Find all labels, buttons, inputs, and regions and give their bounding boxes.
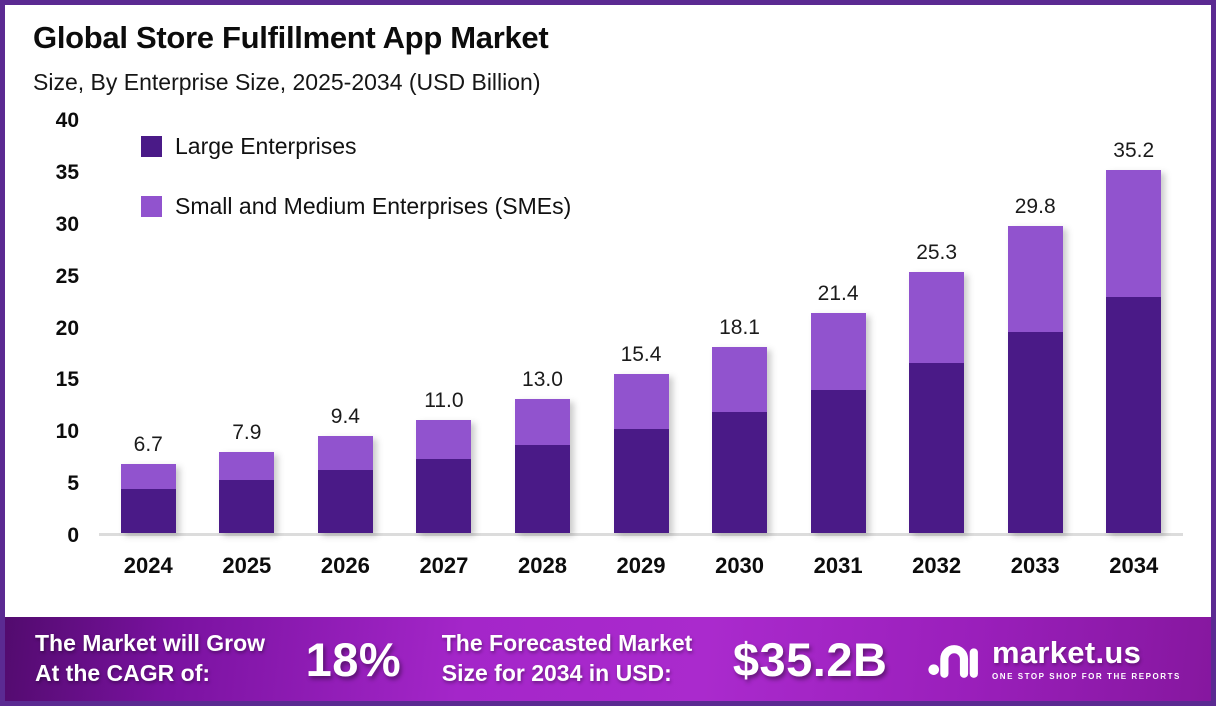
bar-segment-large-enterprises bbox=[1106, 297, 1162, 533]
bar-total-label: 35.2 bbox=[1113, 139, 1155, 163]
marketus-logo: market.us ONE STOP SHOP FOR THE REPORTS bbox=[928, 634, 1181, 684]
marketus-logo-name: market.us bbox=[991, 635, 1142, 670]
cagr-value: 18% bbox=[305, 632, 402, 686]
stacked-bar-2030 bbox=[712, 346, 768, 533]
stacked-bar-2028 bbox=[514, 399, 570, 533]
forecast-label: The Forecasted Market Size for 2034 in U… bbox=[442, 629, 693, 689]
bar-segment-large-enterprises bbox=[219, 480, 275, 533]
bar-columns: 6.7 7.9 9.4 11.0 13.0 15.4 18.1 21.4 25.3 29.8 35.… bbox=[99, 121, 1183, 533]
bar-segment-small-and-medium-enterprises-smes bbox=[416, 419, 472, 459]
bar-segment-large-enterprises bbox=[810, 389, 866, 533]
forecast-value: $35.2B bbox=[732, 632, 888, 686]
x-tick-label-2027: 2027 bbox=[419, 553, 469, 578]
stacked-bar-2027 bbox=[416, 419, 472, 533]
stacked-bar-2024 bbox=[120, 464, 176, 533]
bar-segment-small-and-medium-enterprises-smes bbox=[1106, 170, 1162, 298]
bar-column-2024: 6.7 bbox=[99, 121, 198, 533]
bar-segment-large-enterprises bbox=[416, 458, 472, 533]
stacked-bar-2031 bbox=[810, 312, 866, 533]
plot-area: 6.7 7.9 9.4 11.0 13.0 15.4 18.1 21.4 25.3 29.8 35.… bbox=[99, 121, 1183, 536]
cagr-label-line1: The Market will Grow bbox=[35, 630, 266, 657]
bar-column-2030: 18.1 bbox=[690, 121, 789, 533]
bar-column-2033: 29.8 bbox=[986, 121, 1085, 533]
x-axis: 2024 2025 2026 2027 2028 2029 2030 2031 2032 2033… bbox=[99, 553, 1183, 579]
stacked-bar-2032 bbox=[909, 272, 965, 533]
x-tick-label-2029: 2029 bbox=[616, 553, 666, 578]
bar-segment-large-enterprises bbox=[1007, 332, 1063, 533]
forecast-label-line1: The Forecasted Market bbox=[441, 630, 693, 657]
bar-column-2029: 15.4 bbox=[592, 121, 691, 533]
cagr-label: The Market will Grow At the CAGR of: bbox=[35, 629, 265, 689]
bar-total-label: 25.3 bbox=[916, 241, 958, 265]
x-tick-label-2030: 2030 bbox=[715, 553, 765, 578]
forecast-label-line2: Size for 2034 in USD: bbox=[441, 660, 672, 686]
chart-panel: Global Store Fulfillment App Market Size… bbox=[5, 5, 1211, 617]
page-title: Global Store Fulfillment App Market bbox=[33, 20, 549, 55]
bar-segment-small-and-medium-enterprises-smes bbox=[909, 272, 965, 364]
x-tick-label-2026: 2026 bbox=[320, 553, 370, 578]
bar-segment-small-and-medium-enterprises-smes bbox=[712, 346, 768, 413]
stacked-bar-2025 bbox=[219, 451, 275, 533]
cagr-label-line2: At the CAGR of: bbox=[35, 660, 211, 686]
marketus-logo-icon bbox=[928, 645, 978, 678]
bar-total-label: 9.4 bbox=[330, 405, 360, 429]
bar-segment-small-and-medium-enterprises-smes bbox=[810, 312, 866, 390]
stacked-bar-2029 bbox=[613, 374, 669, 533]
bar-column-2026: 9.4 bbox=[296, 121, 395, 533]
bar-segment-large-enterprises bbox=[120, 488, 176, 533]
bar-column-2027: 11.0 bbox=[395, 121, 494, 533]
bar-column-2034: 35.2 bbox=[1084, 121, 1183, 533]
x-tick-label-2031: 2031 bbox=[813, 553, 863, 578]
x-tick-label-2033: 2033 bbox=[1010, 553, 1060, 578]
bar-total-label: 29.8 bbox=[1014, 195, 1056, 219]
bar-column-2025: 7.9 bbox=[198, 121, 297, 533]
marketus-logo-tagline: ONE STOP SHOP FOR THE REPORTS bbox=[991, 672, 1181, 681]
bar-total-label: 11.0 bbox=[424, 388, 464, 412]
footer-banner: The Market will Grow At the CAGR of: 18%… bbox=[5, 617, 1211, 701]
stacked-bar-2026 bbox=[317, 436, 373, 533]
bar-segment-small-and-medium-enterprises-smes bbox=[1007, 226, 1063, 333]
bar-total-label: 15.4 bbox=[620, 343, 662, 367]
bar-total-label: 6.7 bbox=[133, 433, 163, 456]
bar-segment-large-enterprises bbox=[909, 363, 965, 533]
bar-segment-small-and-medium-enterprises-smes bbox=[120, 464, 176, 489]
bar-column-2028: 13.0 bbox=[493, 121, 592, 533]
plot-region: 6.7 7.9 9.4 11.0 13.0 15.4 18.1 21.4 25.3 29.8 35.… bbox=[99, 121, 1183, 579]
bar-total-label: 18.1 bbox=[719, 315, 760, 339]
bar-total-label: 7.9 bbox=[232, 420, 262, 444]
bar-segment-large-enterprises bbox=[613, 428, 669, 533]
bar-segment-large-enterprises bbox=[317, 470, 373, 533]
x-tick-label-2025: 2025 bbox=[222, 553, 272, 578]
bar-total-label: 21.4 bbox=[817, 281, 859, 305]
bar-column-2031: 21.4 bbox=[789, 121, 888, 533]
x-tick-label-2024: 2024 bbox=[123, 553, 173, 578]
x-tick-label-2028: 2028 bbox=[517, 553, 567, 578]
x-tick-label-2032: 2032 bbox=[912, 553, 962, 578]
x-tick-label-2034: 2034 bbox=[1109, 553, 1159, 578]
page-subtitle: Size, By Enterprise Size, 2025-2034 (USD… bbox=[33, 69, 541, 95]
marketus-logo-text: market.us ONE STOP SHOP FOR THE REPORTS bbox=[992, 637, 1181, 681]
bar-segment-small-and-medium-enterprises-smes bbox=[219, 451, 275, 481]
bar-segment-small-and-medium-enterprises-smes bbox=[613, 374, 669, 429]
stacked-bar-2034 bbox=[1106, 170, 1162, 533]
bar-total-label: 13.0 bbox=[522, 368, 563, 392]
stacked-bar-2033 bbox=[1007, 226, 1063, 533]
y-axis: 40 35 30 25 20 15 10 5 0 bbox=[55, 109, 79, 547]
bar-segment-large-enterprises bbox=[514, 445, 570, 533]
bar-segment-large-enterprises bbox=[712, 412, 768, 533]
bar-column-2032: 25.3 bbox=[887, 121, 986, 533]
bar-segment-small-and-medium-enterprises-smes bbox=[514, 399, 570, 446]
bar-segment-small-and-medium-enterprises-smes bbox=[317, 436, 373, 471]
stacked-bar-chart: 40 35 30 25 20 15 10 5 0 6.7 7.9 9.4 11.0 13.0 15.4 18… bbox=[33, 109, 1183, 579]
